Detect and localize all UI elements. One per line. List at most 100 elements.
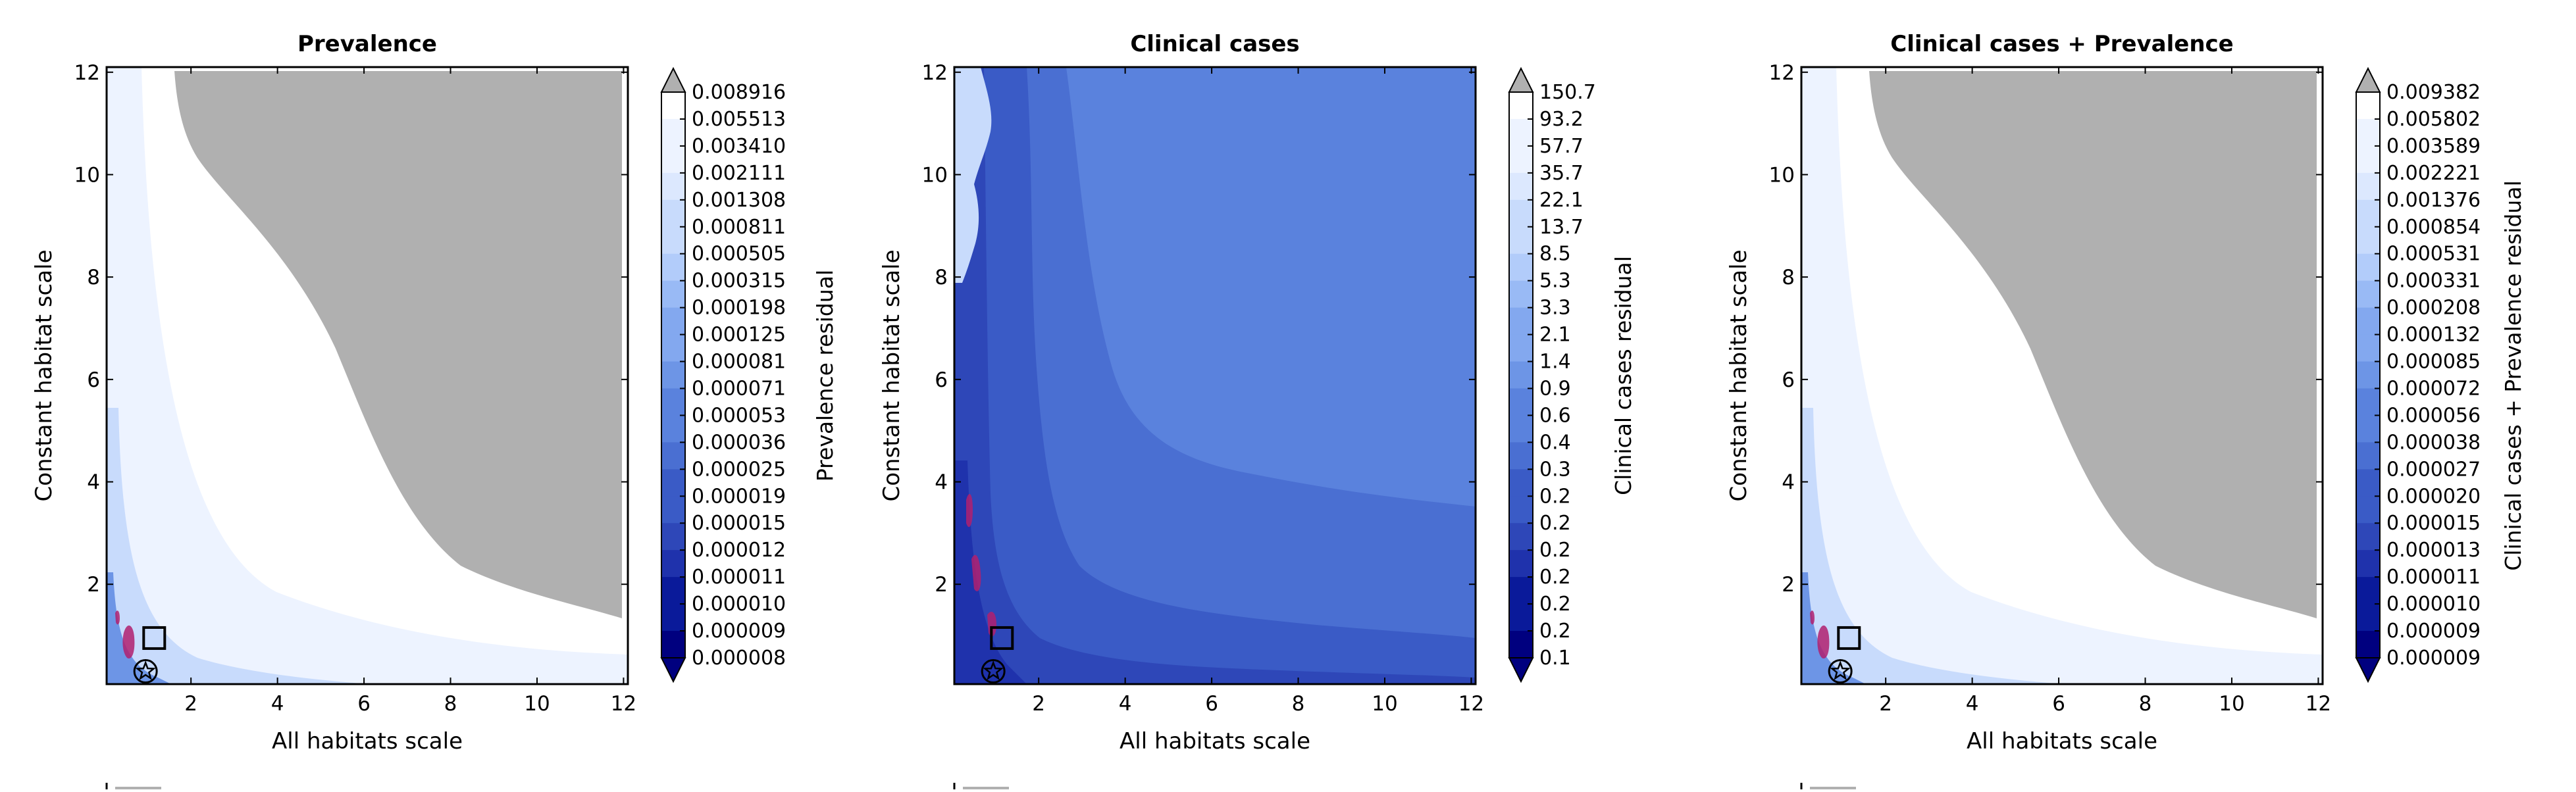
colorbar-tick-label: 0.000020 [2386, 485, 2481, 508]
panel-clinical-cases-prevalence: Clinical cases + Prevalence 2 4 6 8 10 12 2 4 6… [1726, 31, 2526, 755]
colorbar-segment [2356, 280, 2380, 309]
colorbar-segment [661, 442, 685, 470]
colorbar-segment [2356, 92, 2380, 120]
colorbar-segment [1509, 388, 1533, 416]
x-axis-label: All habitats scale [272, 728, 463, 755]
colorbar-segment [1509, 145, 1533, 174]
colorbar-extend-top [1508, 66, 1534, 93]
colorbar-frame [2356, 91, 2381, 658]
colorbar-segment [2356, 631, 2380, 658]
star-circle [981, 659, 1006, 684]
colorbar-segment [1509, 442, 1533, 470]
band-inner [1801, 572, 1866, 684]
y-tick-label: 12 [1769, 61, 1795, 85]
colorbar-frame [661, 91, 686, 658]
colorbar-segment [2356, 415, 2380, 443]
colorbar-tick-label: 0.000053 [692, 404, 786, 427]
colorbar-tick-label: 0.009382 [2386, 81, 2481, 104]
colorbar-tick-label: 0.4 [1539, 431, 1571, 454]
colorbar-segment [661, 118, 685, 147]
colorbar-segment [661, 469, 685, 497]
colorbar-tick-label: 0.3 [1539, 458, 1571, 481]
band-mid [107, 408, 369, 684]
x-tick-label: 4 [1966, 692, 1979, 716]
colorbar-tick-label: 0.000071 [692, 377, 786, 400]
x-axis: 2 4 6 8 10 12 [184, 67, 636, 716]
colorbar-segment [661, 523, 685, 551]
colorbar-tick-label: 2.1 [1539, 324, 1571, 347]
colorbar-tick-label: 0.000854 [2386, 216, 2481, 239]
colorbar-extend-bottom [1508, 657, 1534, 683]
colorbar-segment [1509, 307, 1533, 335]
y-tick-label: 10 [1769, 163, 1795, 187]
colorbar-segment [1509, 577, 1533, 605]
x-tick-label: 4 [1119, 692, 1132, 716]
colorbar-tick-label: 0.1 [1539, 647, 1571, 670]
colorbar-tick-label: 0.000198 [692, 297, 786, 320]
colorbar-segment [2356, 469, 2380, 497]
purple-contour [966, 494, 973, 528]
colorbar-segment [661, 253, 685, 282]
colorbar-tick-label: 0.000013 [2386, 539, 2481, 562]
colorbar-tick-label: 0.000331 [2386, 270, 2481, 293]
colorbar-extend-bottom [2355, 657, 2381, 683]
x-axis: 2 4 6 8 10 12 [1032, 67, 1484, 716]
colorbar-tick-label: 0.000010 [2386, 593, 2481, 616]
x-tick-label: 12 [1458, 692, 1484, 716]
colorbar-tick-label: 0.000085 [2386, 351, 2481, 374]
colorbar-tick-label: 0.002111 [692, 162, 786, 185]
plot-frame [1800, 66, 2324, 685]
y-tick-label: 6 [1782, 368, 1795, 392]
colorbar-tick-label: 0.000315 [692, 270, 786, 293]
band-mid-upper [954, 67, 1476, 684]
y-tick-label: 12 [74, 61, 100, 85]
colorbar-tick-label: 0.000025 [692, 458, 786, 481]
colorbar-segment [1509, 523, 1533, 551]
colorbar-tick-label: 0.000015 [2386, 512, 2481, 535]
colorbar-tick-label: 0.2 [1539, 620, 1571, 643]
band-inner [107, 572, 171, 684]
x-tick-label: 10 [524, 692, 550, 716]
colorbar-tick-label: 0.000208 [2386, 297, 2481, 320]
x-tick-label: 6 [1205, 692, 1218, 716]
legend-stub [105, 783, 1856, 791]
band-deep [954, 67, 1476, 684]
colorbar-tick-label: 0.2 [1539, 539, 1571, 562]
colorbar-segment [2356, 388, 2380, 416]
colorbar-tick-label: 0.2 [1539, 593, 1571, 616]
purple-contour [1810, 610, 1815, 625]
colorbar-tick-label: 0.000027 [2386, 458, 2481, 481]
colorbar-tick-label: 0.2 [1539, 566, 1571, 589]
band-outer [1801, 67, 2323, 684]
x-tick-label: 12 [2306, 692, 2331, 716]
colorbar-tick-label: 0.005802 [2386, 108, 2481, 131]
colorbar-segment [661, 280, 685, 309]
colorbar-segment [2356, 604, 2380, 631]
colorbar-segment [661, 577, 685, 605]
y-tick-label: 6 [87, 368, 100, 392]
colorbar-segment [1509, 469, 1533, 497]
colorbar-tick-label: 0.005513 [692, 108, 786, 131]
colorbar-tick-label: 35.7 [1539, 162, 1584, 185]
y-tick-label: 8 [1782, 266, 1795, 289]
plot-frame [953, 66, 1477, 685]
colorbar-tick-label: 0.001376 [2386, 189, 2481, 212]
star-marker [133, 659, 158, 684]
y-tick-label: 2 [87, 573, 100, 597]
colorbar-segment [1509, 92, 1533, 120]
y-axis: 2 4 6 8 10 12 [922, 61, 1476, 597]
colorbar-segment [661, 496, 685, 524]
y-tick-label: 4 [1782, 471, 1795, 495]
square-marker [1837, 626, 1861, 650]
colorbar-segment [2356, 361, 2380, 389]
colorbar-tick-label: 0.001308 [692, 189, 786, 212]
y-tick-label: 4 [87, 471, 100, 495]
plot-frame [105, 66, 629, 685]
colorbar-segment [2356, 199, 2380, 228]
colorbar-segment [1509, 280, 1533, 309]
heatmap-area [107, 67, 628, 684]
colorbar-segment [1509, 118, 1533, 147]
colorbar-frame [1508, 91, 1533, 658]
colorbar-tick-label: 0.000008 [692, 647, 786, 670]
colorbar-tick-label: 0.2 [1539, 485, 1571, 508]
